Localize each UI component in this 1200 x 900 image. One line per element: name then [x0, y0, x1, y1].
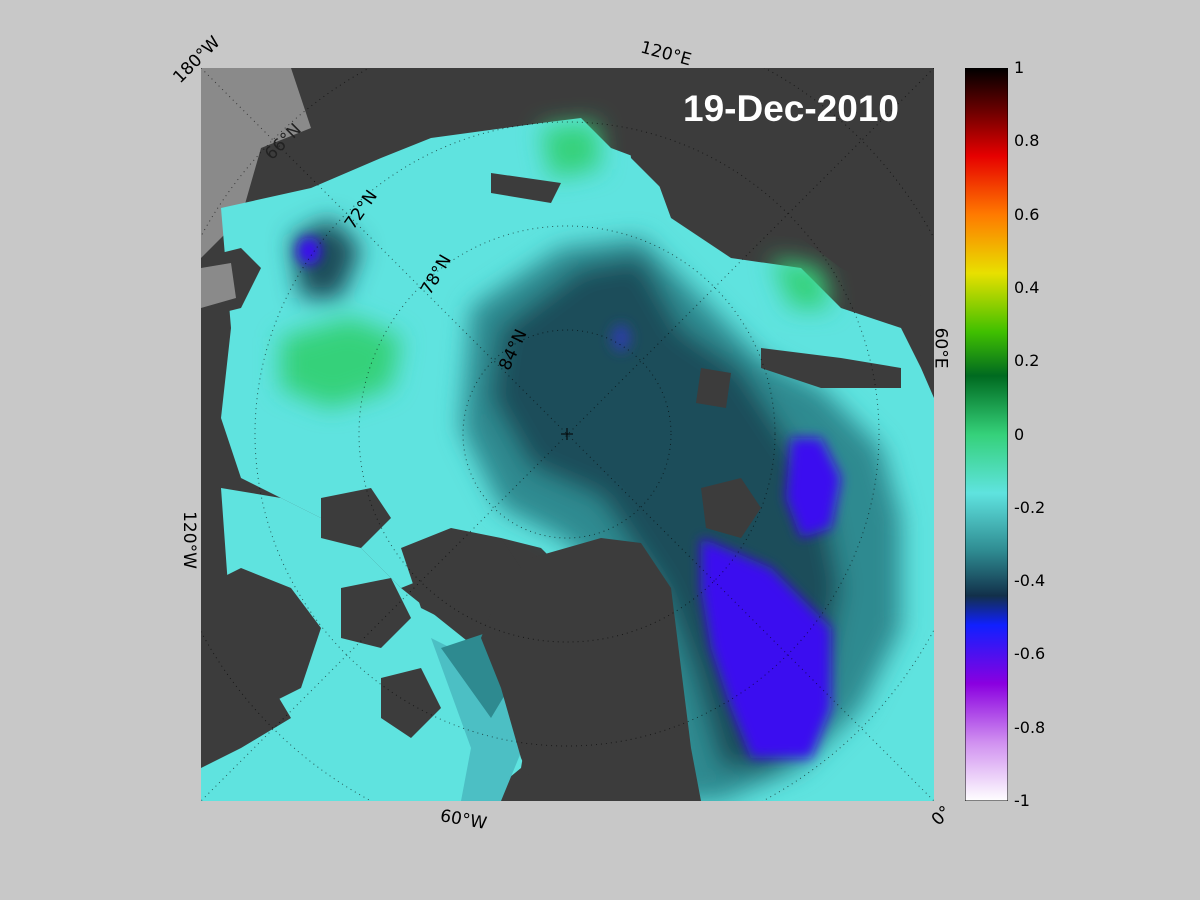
colorbar-tick-label: -0.2	[1014, 497, 1046, 517]
north-pole-marker	[561, 428, 573, 440]
colorbar-tick-label: 0.4	[1014, 277, 1040, 297]
colorbar-tick-label: 1	[1014, 58, 1025, 77]
lon-label-60w: 60°W	[438, 806, 489, 834]
colorbar-tick-label: -0.4	[1014, 571, 1046, 591]
lon-label-120e: 120°E	[638, 37, 694, 71]
ice-minimum-region-main	[701, 538, 831, 758]
ice-minimum-spot-west	[297, 237, 321, 265]
colorbar-tick-label: 0.8	[1014, 131, 1040, 151]
land-greenland	[481, 538, 701, 801]
ice-minimum-region-east	[786, 438, 841, 538]
ice-channels-west	[201, 488, 531, 801]
latitude-circle-78	[358, 225, 776, 643]
latitude-circle-84	[462, 329, 672, 539]
land-island-1	[321, 488, 391, 548]
missing-data-coast	[201, 263, 236, 308]
latitude-circle-72	[254, 121, 880, 747]
ice-field	[201, 118, 934, 801]
land-severnaya	[491, 173, 561, 203]
land-ellesmere	[401, 528, 521, 628]
colorbar-tick-label: 0.6	[1014, 204, 1040, 224]
lon-label-60e: 60°E	[930, 327, 951, 369]
arctic-map	[201, 68, 934, 801]
colorbar-tick-label: -0.6	[1014, 644, 1046, 664]
colorbar-tick-label: -0.8	[1014, 717, 1046, 737]
land-svalbard	[701, 478, 761, 538]
land-franz-josef	[696, 368, 731, 408]
colorbar-tick-label: 0	[1014, 424, 1025, 444]
land-siberia	[621, 68, 934, 298]
ice-minimum-spot-central	[611, 324, 631, 352]
colorbar	[965, 68, 1008, 801]
ice-positive-region-north	[541, 123, 601, 178]
lon-label-120w: 120°W	[178, 511, 199, 569]
land-island-4	[381, 668, 441, 738]
ice-positive-region	[281, 318, 401, 408]
map-date-title: 19-Dec-2010	[683, 88, 899, 129]
colorbar-tick-label: 0.2	[1014, 351, 1040, 371]
lon-label-0: 0°	[927, 802, 956, 830]
colorbar-gradient	[965, 68, 1008, 801]
land-island-3	[256, 623, 311, 678]
land-island-2	[341, 578, 411, 648]
ice-positive-region-kara	[771, 258, 831, 308]
colorbar-tick-label: -1	[1014, 791, 1030, 810]
ice-nares-strait	[431, 638, 531, 801]
graticule	[201, 68, 934, 801]
land-novaya-zemlya	[761, 348, 901, 388]
